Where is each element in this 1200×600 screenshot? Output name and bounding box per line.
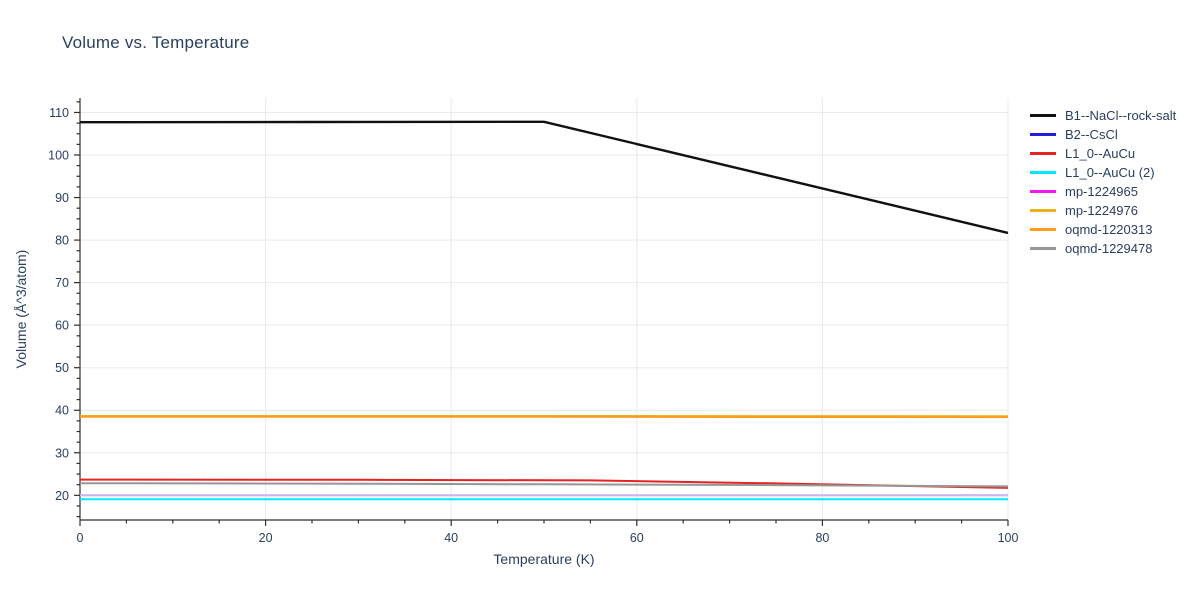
legend-label: L1_0--AuCu bbox=[1065, 146, 1136, 161]
legend-swatch bbox=[1030, 171, 1056, 174]
chart-title: Volume vs. Temperature bbox=[62, 33, 250, 52]
y-tick-label: 40 bbox=[55, 404, 69, 418]
x-axis-title: Temperature (K) bbox=[493, 551, 595, 567]
legend-swatch bbox=[1030, 209, 1056, 212]
legend-label: B2--CsCl bbox=[1065, 127, 1118, 142]
legend-swatch bbox=[1030, 152, 1056, 155]
legend-label: L1_0--AuCu (2) bbox=[1065, 165, 1155, 180]
legend-swatch bbox=[1030, 190, 1056, 193]
y-tick-label: 80 bbox=[55, 234, 69, 248]
legend-item-mp-1224965[interactable]: mp-1224965 bbox=[1030, 182, 1176, 201]
legend-label: oqmd-1229478 bbox=[1065, 241, 1153, 256]
x-tick-label: 40 bbox=[444, 531, 458, 545]
x-tick-label: 100 bbox=[998, 531, 1019, 545]
y-tick-label: 30 bbox=[55, 446, 69, 460]
legend-item-oqmd-1220313[interactable]: oqmd-1220313 bbox=[1030, 220, 1176, 239]
y-tick-label: 90 bbox=[55, 191, 69, 205]
series-line-oqmd-1229478 bbox=[79, 482, 1009, 488]
x-tick-label: 80 bbox=[815, 531, 829, 545]
legend-label: oqmd-1220313 bbox=[1065, 222, 1153, 237]
legend-swatch bbox=[1030, 133, 1056, 136]
y-tick-label: 50 bbox=[55, 361, 69, 375]
legend-swatch bbox=[1030, 114, 1056, 117]
y-tick-label: 70 bbox=[55, 276, 69, 290]
legend-swatch bbox=[1030, 228, 1056, 231]
x-tick-label: 0 bbox=[77, 531, 84, 545]
legend-item-b2-cscl[interactable]: B2--CsCl bbox=[1030, 125, 1176, 144]
legend: B1--NaCl--rock-salt B2--CsCl L1_0--AuCu … bbox=[1030, 106, 1176, 258]
y-tick-label: 100 bbox=[48, 149, 69, 163]
legend-label: B1--NaCl--rock-salt bbox=[1065, 108, 1177, 123]
x-tick-label: 60 bbox=[630, 531, 644, 545]
y-axis-title: Volume (Å^3/atom) bbox=[13, 249, 29, 369]
x-tick-label: 20 bbox=[259, 531, 273, 545]
legend-item-l1-0-aucu[interactable]: L1_0--AuCu bbox=[1030, 144, 1176, 163]
legend-swatch bbox=[1030, 247, 1056, 250]
legend-label: mp-1224965 bbox=[1065, 184, 1138, 199]
legend-item-l1-0-aucu-2[interactable]: L1_0--AuCu (2) bbox=[1030, 163, 1176, 182]
legend-item-oqmd-1229478[interactable]: oqmd-1229478 bbox=[1030, 239, 1176, 258]
y-tick-label: 60 bbox=[55, 319, 69, 333]
y-tick-label: 110 bbox=[49, 106, 69, 120]
series-line-b1-nacl-rock-salt bbox=[79, 120, 1009, 235]
legend-label: mp-1224976 bbox=[1065, 203, 1138, 218]
y-tick-label: 20 bbox=[55, 489, 69, 503]
legend-item-mp-1224976[interactable]: mp-1224976 bbox=[1030, 201, 1176, 220]
legend-item-b1-nacl-rock-salt[interactable]: B1--NaCl--rock-salt bbox=[1030, 106, 1176, 125]
